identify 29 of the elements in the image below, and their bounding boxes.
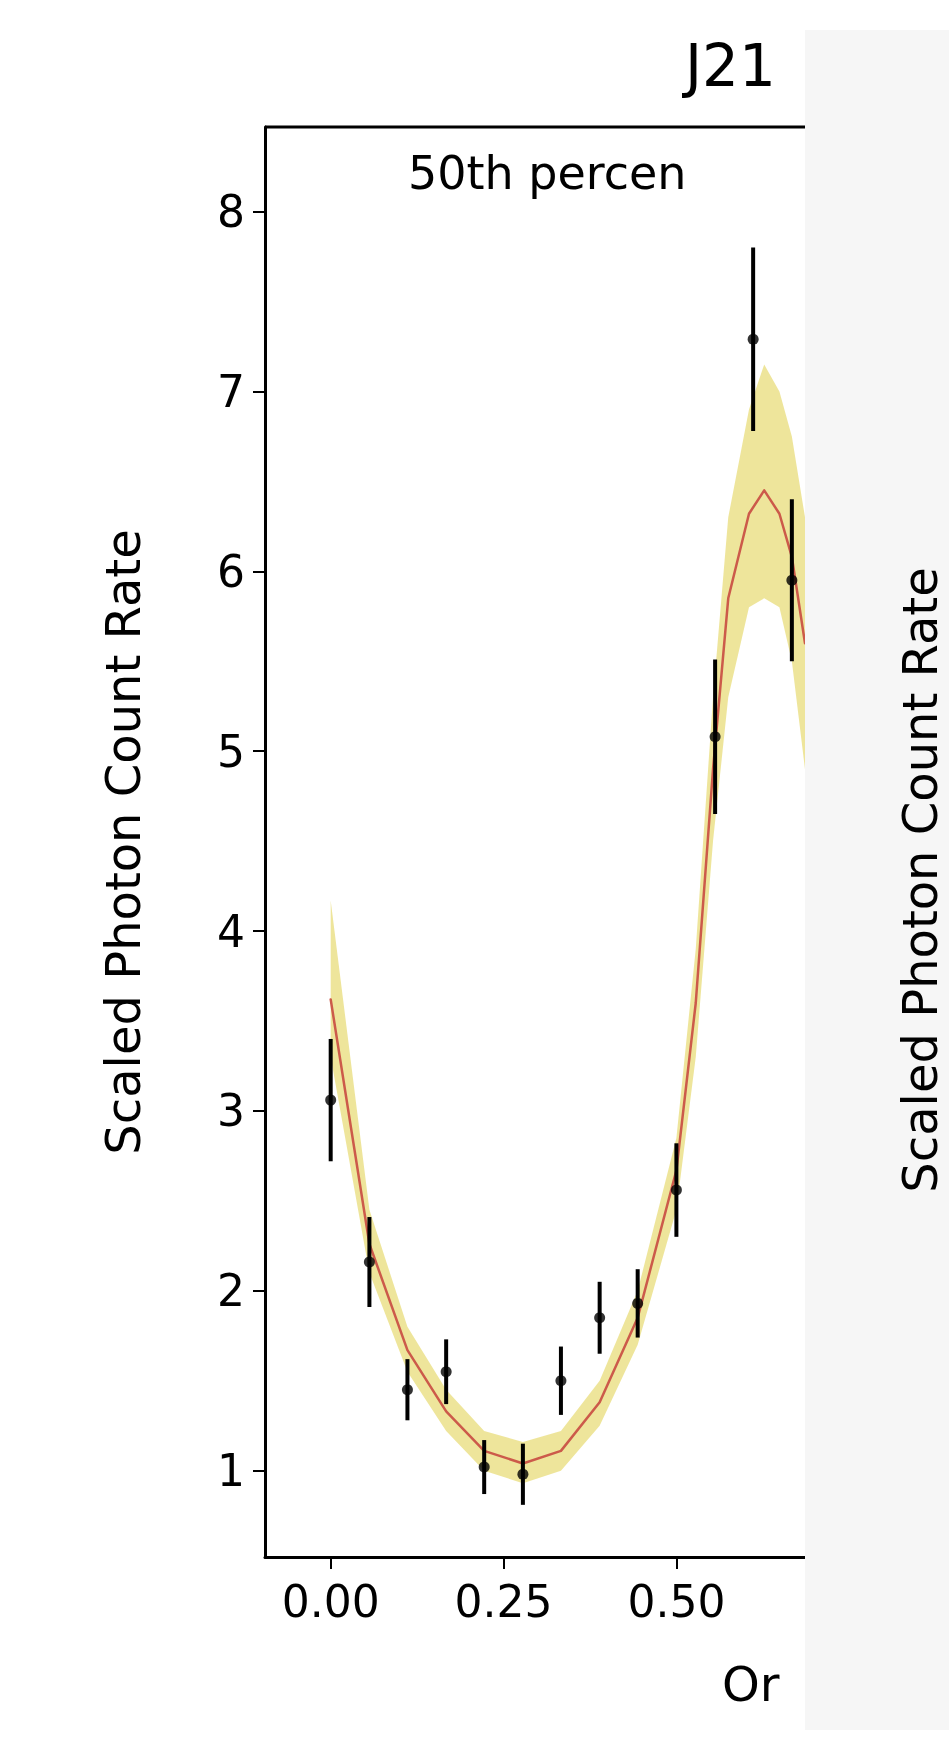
annotation: 50th percen	[408, 146, 687, 200]
x-tick-label: 0.50	[627, 1575, 726, 1627]
point	[555, 1375, 567, 1387]
y-tick-label: 8	[217, 186, 245, 238]
point	[632, 1297, 644, 1309]
point	[786, 574, 798, 586]
point	[670, 1184, 682, 1196]
y-tick-label: 1	[217, 1445, 245, 1497]
x-tick-label: 0.25	[454, 1575, 553, 1627]
y-tick-label: 6	[217, 545, 245, 597]
text: Scaled Photon Count Rate	[892, 567, 948, 1193]
point	[594, 1312, 606, 1324]
point	[517, 1468, 529, 1480]
point	[363, 1256, 375, 1268]
x-axis-title: Or	[722, 1656, 780, 1712]
point	[478, 1461, 490, 1473]
point	[709, 731, 721, 743]
y-axis-title: Scaled Photon Count Rate	[95, 529, 151, 1155]
y-tick-label: 5	[217, 725, 245, 777]
x-tick-label: 0.00	[281, 1575, 380, 1627]
chart-title: J21	[682, 32, 776, 100]
point	[747, 333, 759, 345]
point	[325, 1094, 337, 1106]
y-tick-label: 4	[217, 905, 245, 957]
y-tick-label: 2	[217, 1265, 245, 1317]
y-tick-label: 7	[217, 365, 245, 417]
y-tick-label: 3	[217, 1085, 245, 1137]
point	[440, 1366, 452, 1378]
point	[401, 1384, 413, 1396]
